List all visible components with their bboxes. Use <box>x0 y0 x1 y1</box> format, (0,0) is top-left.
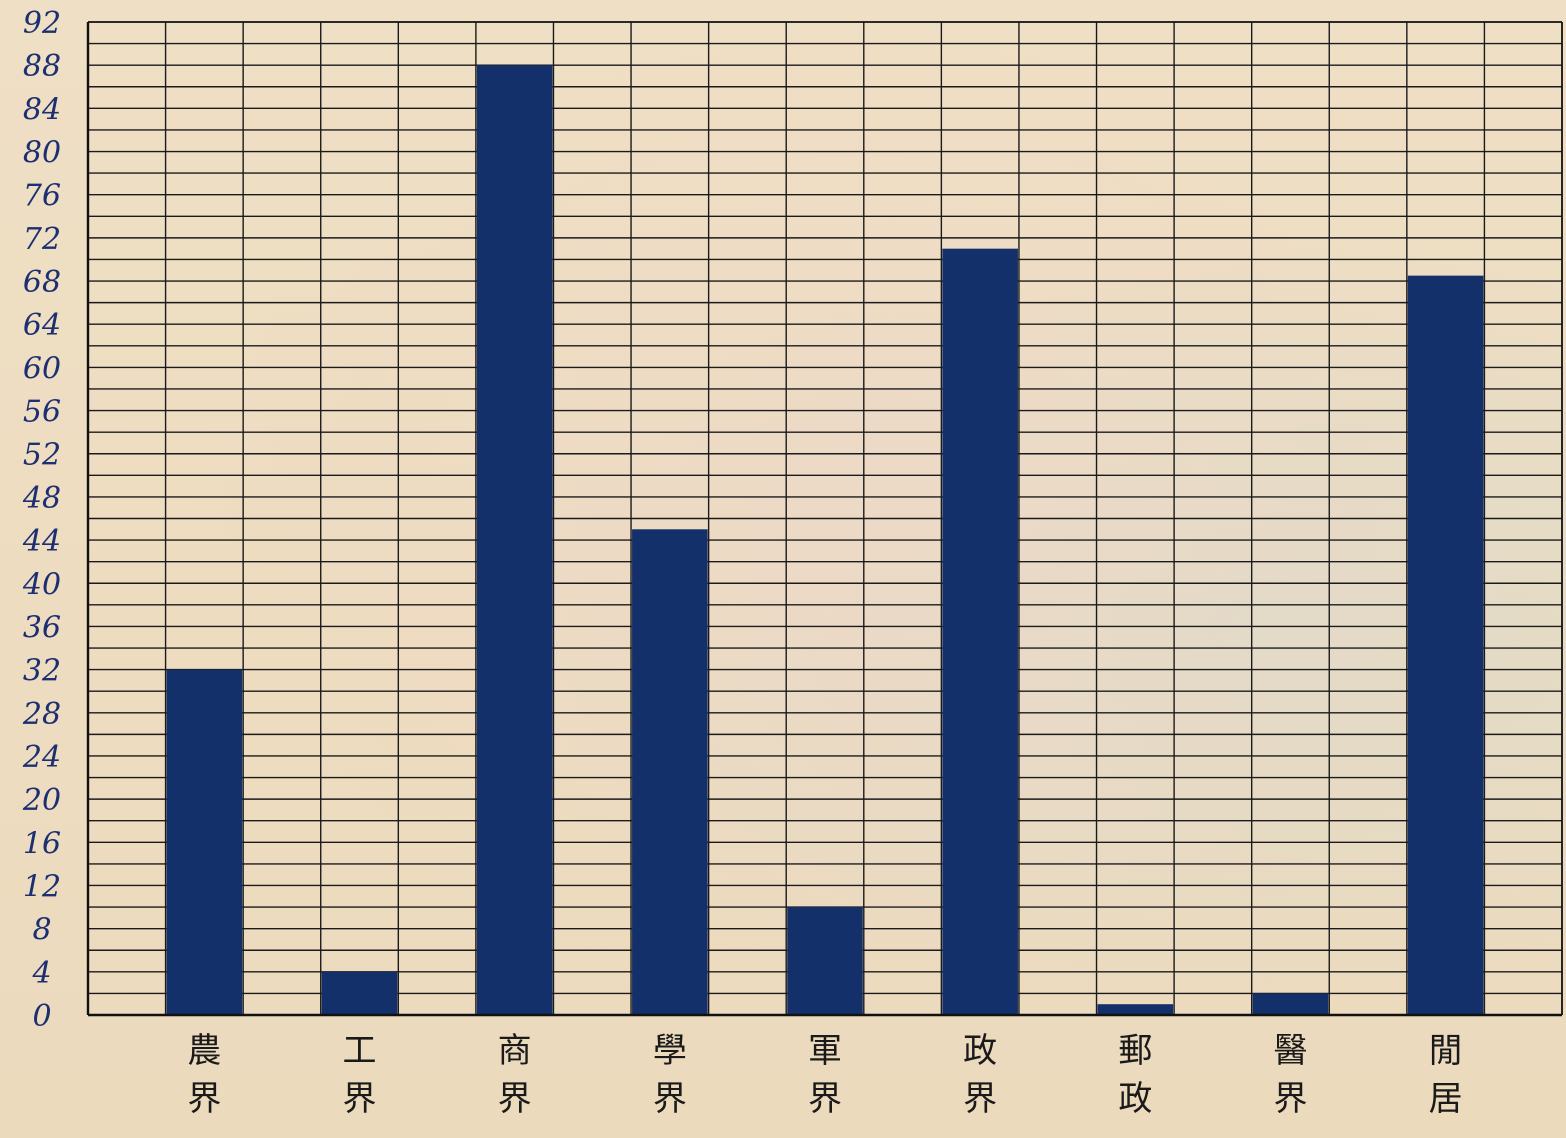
y-tick-label: 20 <box>22 783 61 818</box>
y-tick-label: 64 <box>23 308 61 343</box>
y-tick-label: 72 <box>23 222 61 257</box>
y-tick-label: 40 <box>22 567 61 602</box>
y-tick-label: 60 <box>23 351 61 386</box>
x-tick-label: 郵政 <box>1118 1031 1152 1119</box>
y-tick-label: 8 <box>32 913 51 948</box>
bar-5 <box>787 907 863 1015</box>
y-tick-label: 56 <box>23 395 61 430</box>
bar-9 <box>1407 275 1484 1015</box>
bar-2 <box>321 971 398 1015</box>
y-tick-label: 76 <box>23 179 61 214</box>
bar-1 <box>166 669 243 1015</box>
x-tick-label: 政界 <box>963 1031 997 1119</box>
y-tick-label: 0 <box>32 999 51 1034</box>
bar-6 <box>942 248 1018 1016</box>
x-tick-label: 閒居 <box>1429 1031 1463 1119</box>
bar-4 <box>632 529 708 1015</box>
bar-8 <box>1252 993 1329 1015</box>
axes <box>86 21 1563 1017</box>
x-tick-label: 工界 <box>343 1031 377 1119</box>
x-tick-labels: 農界 工界 商界 學界 軍界 政界 郵政 醫界 閒居 <box>187 1031 1462 1119</box>
y-tick-label: 4 <box>31 956 51 991</box>
x-tick-label: 軍界 <box>808 1031 842 1119</box>
y-tick-label: 16 <box>23 826 61 861</box>
y-tick-label: 28 <box>22 697 61 732</box>
y-tick-label: 68 <box>23 265 61 300</box>
y-tick-labels: 0481216202428323640444852566064687276808… <box>22 6 61 1034</box>
y-tick-label: 44 <box>22 524 61 559</box>
y-tick-label: 24 <box>22 740 61 775</box>
y-tick-label: 80 <box>23 136 61 171</box>
bars <box>166 65 1484 1016</box>
y-tick-label: 32 <box>23 654 61 689</box>
x-tick-label: 農界 <box>187 1031 221 1119</box>
y-tick-label: 88 <box>23 49 61 84</box>
y-tick-label: 36 <box>23 610 61 645</box>
y-tick-label: 12 <box>23 869 61 904</box>
x-tick-label: 商界 <box>498 1031 532 1119</box>
bar-7 <box>1097 1004 1174 1015</box>
y-tick-label: 84 <box>23 92 61 127</box>
y-tick-label: 52 <box>23 438 61 473</box>
bar-3 <box>476 65 553 1016</box>
y-tick-label: 92 <box>23 6 61 41</box>
grid <box>88 22 1562 1015</box>
x-tick-label: 醫界 <box>1273 1031 1307 1119</box>
y-tick-label: 48 <box>22 481 61 516</box>
x-tick-label: 學界 <box>653 1031 687 1119</box>
